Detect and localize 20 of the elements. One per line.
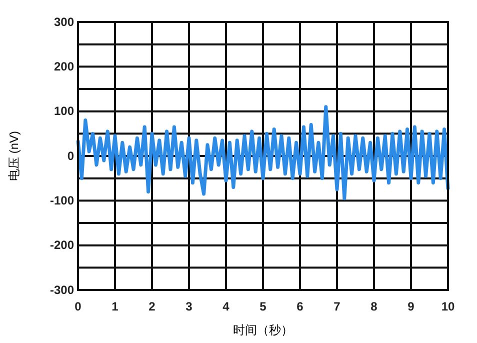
x-tick-label: 5 <box>260 300 267 314</box>
x-tick-label: 4 <box>222 300 230 314</box>
x-tick-label: 3 <box>186 300 193 314</box>
y-tick-label: -100 <box>50 194 74 208</box>
y-axis-title: 电压 (nV) <box>7 130 21 182</box>
x-tick-label: 8 <box>370 300 378 314</box>
x-tick-label: 6 <box>296 300 304 314</box>
x-tick-label: 2 <box>148 300 156 314</box>
x-axis-title: 时间（秒） <box>233 323 293 337</box>
x-tick-label: 1 <box>112 300 119 314</box>
y-tick-label: 0 <box>67 148 74 163</box>
line-series <box>76 105 450 200</box>
y-tick-label: 300 <box>54 14 74 29</box>
x-tick-label: 7 <box>334 300 341 314</box>
x-tick-label: 9 <box>408 300 415 314</box>
x-tick-label: 10 <box>441 300 455 314</box>
y-tick-label: -200 <box>50 238 74 252</box>
y-tick-label: 100 <box>54 104 74 118</box>
y-tick-label: -300 <box>50 282 74 297</box>
y-tick-label: 200 <box>54 60 74 74</box>
